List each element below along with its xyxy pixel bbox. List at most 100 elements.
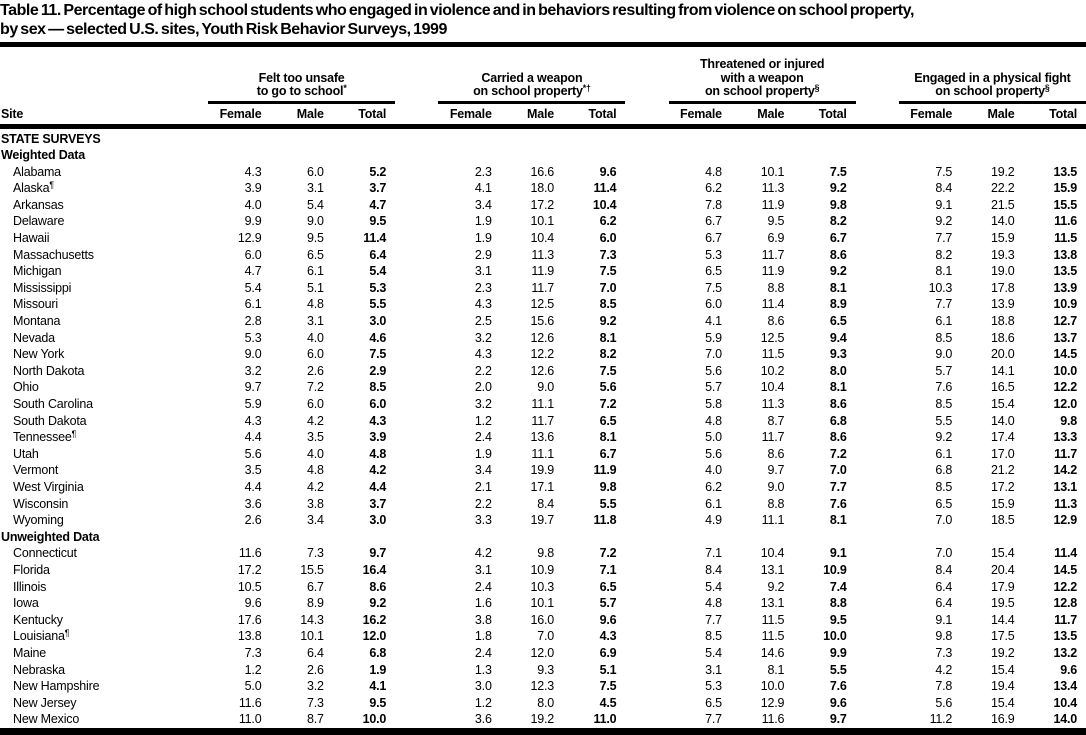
value-cell: 5.1 — [599, 662, 617, 677]
value-cell: 7.8 — [935, 679, 953, 694]
group-header-line: to go to school* — [256, 83, 347, 98]
value-cell: 11.4 — [593, 181, 617, 196]
value-cell: 5.0 — [244, 679, 262, 694]
value-cell: 9.5 — [369, 695, 387, 710]
site-name: West Virginia — [13, 479, 84, 494]
value-cell: 4.3 — [244, 413, 262, 428]
column-spacer — [856, 346, 899, 363]
value-cell: 16.6 — [530, 164, 555, 179]
table-row: Florida 17.2 15.5 16.4 3.1 10.9 7.1 8.4 13.1 10.9… — [0, 562, 1086, 579]
value-cell: 12.6 — [530, 363, 555, 378]
value-cell: 7.5 — [599, 264, 617, 279]
value-cell: 4.0 — [307, 446, 324, 461]
value-cell: 8.1 — [599, 330, 617, 345]
column-spacer — [625, 230, 668, 247]
value-cell: 11.5 — [761, 612, 785, 627]
value-cell: 7.0 — [935, 546, 953, 561]
value-cell: 5.1 — [307, 280, 324, 295]
site-name: Alaska¶ — [13, 180, 54, 196]
value-cell: 6.7 — [705, 231, 722, 246]
value-cell: 9.2 — [767, 579, 785, 594]
table-row: North Dakota 3.2 2.6 2.9 2.2 12.6 7.5 5.6 10.2 8.… — [0, 363, 1086, 380]
column-spacer — [856, 628, 899, 645]
column-spacer — [856, 645, 899, 662]
value-cell: 7.3 — [307, 695, 324, 710]
value-cell: 1.8 — [474, 629, 492, 644]
value-cell: 6.7 — [705, 214, 722, 229]
value-cell: 5.6 — [705, 363, 722, 378]
value-cell: 3.5 — [244, 463, 262, 478]
value-cell: 7.7 — [935, 297, 953, 312]
column-spacer — [395, 429, 438, 446]
value-cell: 3.6 — [474, 712, 492, 727]
value-cell: 7.7 — [829, 479, 847, 494]
value-cell: 4.7 — [244, 264, 262, 279]
value-cell: 10.5 — [237, 579, 262, 594]
value-cell: 20.4 — [990, 562, 1015, 577]
value-cell: 6.0 — [244, 247, 262, 262]
subcolumn-header-row: Site Female Male Total Female Male Total Femal… — [0, 102, 1086, 129]
table-row: Arkansas 4.0 5.4 4.7 3.4 17.2 10.4 7.8 11.9 9.8 9.… — [0, 197, 1086, 214]
value-cell: 11.5 — [1054, 231, 1077, 246]
value-cell: 18.5 — [990, 513, 1015, 528]
value-cell: 7.5 — [369, 347, 387, 362]
value-cell: 5.3 — [705, 679, 722, 694]
value-cell: 5.5 — [369, 297, 387, 312]
value-cell: 3.2 — [474, 330, 492, 345]
value-cell: 4.2 — [935, 662, 953, 677]
value-cell: 8.4 — [935, 181, 953, 196]
value-cell: 6.5 — [705, 695, 722, 710]
value-cell: 3.4 — [307, 513, 324, 528]
value-cell: 5.2 — [369, 164, 387, 179]
value-cell: 14.5 — [1053, 347, 1077, 362]
value-cell: 3.0 — [369, 314, 387, 329]
value-cell: 13.7 — [1053, 330, 1077, 345]
table-row: Montana 2.8 3.1 3.0 2.5 15.6 9.2 4.1 8.6 6.5 6.1 18… — [0, 313, 1086, 330]
value-cell: 6.2 — [599, 214, 617, 229]
site-name: New Hampshire — [13, 679, 100, 694]
value-cell: 13.5 — [1053, 264, 1077, 279]
site-name: North Dakota — [13, 363, 85, 378]
column-spacer — [625, 379, 668, 396]
value-cell: 12.3 — [530, 679, 555, 694]
column-spacer — [856, 678, 899, 695]
value-cell: 16.0 — [530, 612, 555, 627]
footnote-marker: ¶ — [49, 180, 54, 191]
group-header-3: Threatened or injured with a weapon on sch… — [668, 47, 856, 104]
value-cell: 9.8 — [829, 197, 847, 212]
value-cell: 6.2 — [705, 181, 722, 196]
value-cell: 11.6 — [761, 712, 785, 727]
subcolumn-header-female: Female — [438, 102, 501, 129]
value-cell: 8.6 — [767, 446, 785, 461]
column-spacer — [856, 313, 899, 330]
value-cell: 6.4 — [935, 579, 953, 594]
group-header-line: Carried a weapon — [481, 70, 583, 85]
value-cell: 4.8 — [307, 297, 324, 312]
value-cell: 5.7 — [705, 380, 722, 395]
value-cell: 10.9 — [823, 562, 847, 577]
value-cell: 11.1 — [531, 446, 555, 461]
footnote-marker: ¶ — [64, 628, 70, 639]
value-cell: 11.8 — [593, 513, 617, 528]
value-cell: 7.7 — [705, 612, 722, 627]
value-cell: 11.1 — [531, 397, 555, 411]
column-spacer — [625, 197, 668, 214]
value-cell: 8.6 — [829, 430, 847, 445]
column-spacer — [625, 512, 668, 529]
value-cell: 11.7 — [531, 280, 555, 295]
value-cell: 7.5 — [599, 679, 617, 694]
value-cell: 11.3 — [761, 397, 785, 411]
value-cell: 1.6 — [474, 596, 492, 611]
value-cell: 8.0 — [537, 695, 555, 710]
column-spacer — [856, 479, 899, 496]
value-cell: 7.3 — [307, 546, 324, 561]
column-spacer — [625, 280, 668, 297]
value-cell: 2.2 — [474, 363, 492, 378]
value-cell: 9.8 — [935, 629, 953, 644]
value-cell: 8.5 — [935, 397, 953, 411]
group-header-line: on school property§ — [704, 83, 820, 98]
value-cell: 7.5 — [935, 164, 953, 179]
column-spacer — [856, 545, 899, 562]
value-cell: 5.5 — [599, 496, 617, 511]
